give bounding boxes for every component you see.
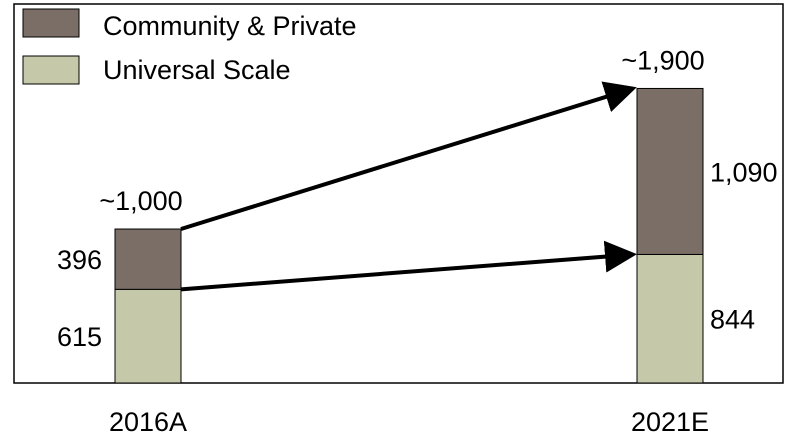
legend-label-universal-scale: Universal Scale [103,55,291,85]
value-label-universal-scale-2021e: 844 [710,305,755,335]
legend-label-community-private: Community & Private [103,11,357,41]
data-labels: 615 844 396 1,090 ~1,000 ~1,900 [57,45,778,352]
total-label-2016a: ~1,000 [99,186,182,216]
growth-arrow-universal-scale [180,240,637,292]
x-tick-label-2016a: 2016A [109,407,187,437]
legend: Community & Private Universal Scale [22,8,357,85]
bar-universal-scale-2021e [636,253,704,384]
arrows [180,81,637,292]
x-axis: 2016A 2021E [109,407,709,437]
value-label-universal-scale-2016a: 615 [57,322,102,352]
bar-community-private-2021e [636,87,704,255]
growth-arrow-community-private [180,81,637,231]
bar-community-private-2016a [114,228,182,290]
legend-swatch-community-private [22,8,80,38]
x-tick-label-2021e: 2021E [631,407,709,437]
value-label-community-private-2021e: 1,090 [710,157,778,187]
total-label-2021e: ~1,900 [621,45,704,75]
bar-universal-scale-2016a [114,288,182,384]
legend-swatch-universal-scale [22,55,80,85]
value-label-community-private-2016a: 396 [57,245,102,275]
bars [114,87,704,384]
